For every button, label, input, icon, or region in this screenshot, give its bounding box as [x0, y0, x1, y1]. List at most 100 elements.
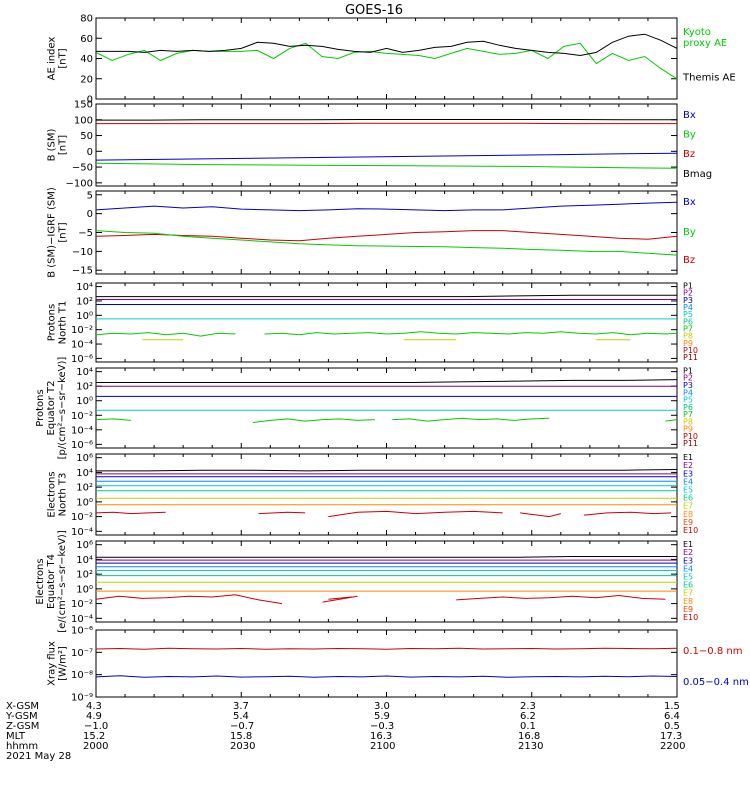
panel-4: 10⁴ 10² 10⁰ 10⁻² 10⁻⁴ 10⁻⁶ Protons North T1 P1P2… [47, 281, 699, 365]
series-e10-line [258, 511, 306, 515]
legend-entry: P4 [683, 388, 693, 397]
legend-entry: By [683, 227, 696, 238]
panel-8: 10⁻⁶ 10⁻⁷ 10⁻⁸ 10⁻⁹ Xray flux [W/m²] 0.1−0.8 n… [47, 626, 749, 704]
legend-entry: 0.1−0.8 nm [683, 646, 742, 657]
legend-entry: E4 [683, 564, 693, 573]
series-group [96, 379, 677, 423]
y-axis-label: [p/(cm²−s−sr−keV)] [57, 357, 68, 460]
series-group [96, 201, 677, 256]
series-by-line [96, 230, 677, 256]
series-e10-line [322, 595, 358, 603]
orbit-hhmm-value: 2200 [660, 741, 686, 752]
legend-entry: E3 [683, 556, 693, 565]
y-axis-label: Equator T2 [46, 381, 57, 436]
orbit-x-value: 4.3 [86, 701, 102, 712]
orbit-mlt-value: 15.8 [230, 731, 253, 742]
legend-entry: P8 [683, 332, 693, 341]
y-tick-label: 10⁰ [76, 311, 93, 322]
orbit-label-hhmm: hhmm [6, 741, 39, 752]
orbit-z-value: 0.5 [664, 721, 680, 732]
legend-entry: E7 [683, 502, 693, 511]
y-tick-label: 40 [80, 54, 93, 65]
y-tick-label: 10⁻⁸ [71, 670, 93, 681]
series-group [96, 33, 677, 80]
orbit-y-value: 6.2 [520, 711, 536, 722]
series-e10-line [96, 594, 282, 605]
series-bx-line [96, 152, 677, 161]
legend-entry: E3 [683, 469, 693, 478]
panel-frame [95, 453, 678, 536]
panel-3: −15 −10 −5 0 5 B (SM)−IGRF (SM) [nT] Bx By Bz [47, 187, 696, 278]
legend-entry: P5 [683, 310, 693, 319]
orbit-label-z: Z-GSM [6, 721, 40, 732]
panel-frame [95, 540, 678, 623]
legend-entry: P6 [683, 317, 693, 326]
plot-title: GOES-16 [345, 3, 403, 18]
y-tick-label: 10⁻⁹ [71, 693, 93, 704]
series-group [96, 469, 677, 518]
y-tick-label: 10⁻² [71, 325, 93, 336]
y-axis-label: Electrons [35, 558, 46, 604]
y-axis-label: [nT] [58, 222, 69, 242]
legend-entry: Bz [683, 255, 695, 266]
y-tick-label: 10⁰ [76, 497, 93, 508]
legend-entry: P6 [683, 403, 693, 412]
orbit-label-x: X-GSM [6, 701, 40, 712]
orbit-label-date: 2021 May 28 [6, 751, 72, 762]
y-tick-label: 10⁴ [76, 555, 93, 566]
legend-entry: E4 [683, 477, 693, 486]
series-group [96, 647, 677, 678]
series-e1-line [96, 469, 677, 472]
legend-entry: P3 [683, 381, 693, 390]
legend-entry: E9 [683, 605, 693, 614]
y-tick-label: 100 [74, 115, 93, 126]
y-tick-label: 50 [80, 131, 93, 142]
y-tick-label: 60 [80, 34, 93, 45]
y-tick-label: 10² [76, 382, 93, 393]
y-axis-label: [W/m²] [58, 646, 69, 681]
series-p7-line [96, 418, 131, 421]
series-e10-line [96, 511, 166, 515]
orbit-z-value: −0.7 [230, 721, 255, 732]
y-tick-label: 10⁶ [76, 540, 93, 551]
panel-frame [95, 629, 678, 698]
orbit-hhmm-value: 2000 [83, 741, 109, 752]
y-tick-label: 10⁻⁴ [71, 425, 93, 436]
y-tick-label: 10⁻⁶ [71, 354, 93, 365]
y-axis-label: North T3 [58, 473, 69, 517]
y-tick-label: 20 [80, 74, 93, 85]
y-tick-label: 10⁻⁶ [71, 440, 93, 451]
series-e10-line [583, 511, 672, 516]
legend-entry: proxy AE [683, 38, 727, 49]
series-by-line [96, 162, 677, 169]
y-axis-label: B (SM)−IGRF (SM) [47, 187, 58, 278]
series-bmag-line [96, 119, 677, 121]
series-e1-line [96, 556, 677, 558]
y-tick-label: 0 [87, 147, 93, 158]
legend-entry: P9 [683, 425, 693, 434]
legend-entry: P2 [683, 374, 693, 383]
panel-frame [95, 103, 678, 187]
series-e10-line [456, 594, 666, 601]
y-tick-label: 80 [80, 14, 93, 25]
legend-entry: Kyoto [683, 27, 711, 38]
legend-entry: Themis AE [682, 72, 736, 83]
legend-entry: E5 [683, 485, 693, 494]
legend-entry: P1 [683, 281, 693, 290]
series-e10-line [328, 510, 503, 518]
y-tick-label: 10⁰ [76, 584, 93, 595]
legend-entry: P2 [683, 289, 693, 298]
panel-5: 10⁴ 10² 10⁰ 10⁻² 10⁻⁴ 10⁻⁶ Protons Equator T2 [p… [35, 357, 698, 460]
orbit-y-value: 4.9 [86, 711, 102, 722]
y-tick-label: 10⁻⁴ [71, 614, 93, 625]
legend-entry: 0.05−0.4 nm [683, 677, 749, 688]
y-tick-label: −15 [72, 266, 93, 277]
orbit-mlt-value: 17.3 [660, 731, 683, 742]
series-p1-line [96, 294, 677, 298]
legend-entry: Bx [683, 110, 696, 121]
legend-entry: By [683, 130, 696, 141]
legend-entry: E10 [683, 526, 698, 535]
y-axis-label: Electrons [47, 471, 58, 517]
y-tick-label: 10⁻⁷ [71, 648, 93, 659]
